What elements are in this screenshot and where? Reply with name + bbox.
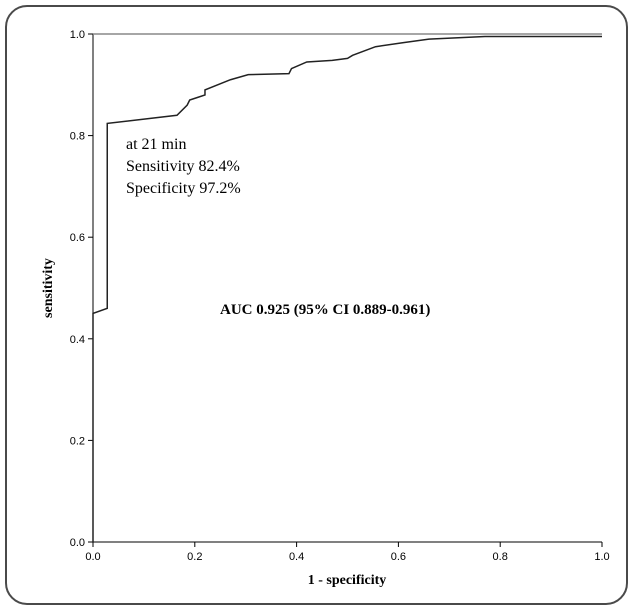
x-tick-label: 1.0 — [594, 551, 609, 563]
x-tick-label: 0.8 — [493, 551, 508, 563]
roc-chart: 0.0 0.2 0.4 0.6 0.8 1.0 0.0 0.2 0.4 0.6 0.8 1.0 at… — [41, 29, 610, 588]
y-axis-title: sensitivity — [41, 258, 56, 318]
x-axis-title: 1 - specificity — [308, 573, 387, 588]
y-tick-label: 0.6 — [70, 232, 85, 244]
y-tick-label: 0.4 — [70, 334, 85, 346]
y-tick-label: 0.2 — [70, 435, 85, 447]
annotation-cutoff-line-1: at 21 min — [126, 136, 186, 153]
x-tick-label: 0.4 — [289, 551, 304, 563]
x-tick-label: 0.0 — [85, 551, 100, 563]
x-tick-label: 0.2 — [187, 551, 202, 563]
y-ticks: 0.0 0.2 0.4 0.6 0.8 1.0 — [70, 29, 93, 549]
annotation-cutoff-line-2: Sensitivity 82.4% — [126, 158, 240, 175]
y-tick-label: 0.8 — [70, 131, 85, 143]
axes — [92, 34, 602, 543]
x-tick-label: 0.6 — [391, 551, 406, 563]
roc-curve — [92, 35, 602, 542]
annotation-cutoff-line-3: Specificity 97.2% — [126, 180, 241, 197]
x-ticks: 0.0 0.2 0.4 0.6 0.8 1.0 — [85, 542, 610, 563]
annotation-auc: AUC 0.925 (95% CI 0.889-0.961) — [220, 302, 430, 318]
y-tick-label: 0.0 — [70, 537, 85, 549]
y-tick-label: 1.0 — [70, 29, 85, 41]
